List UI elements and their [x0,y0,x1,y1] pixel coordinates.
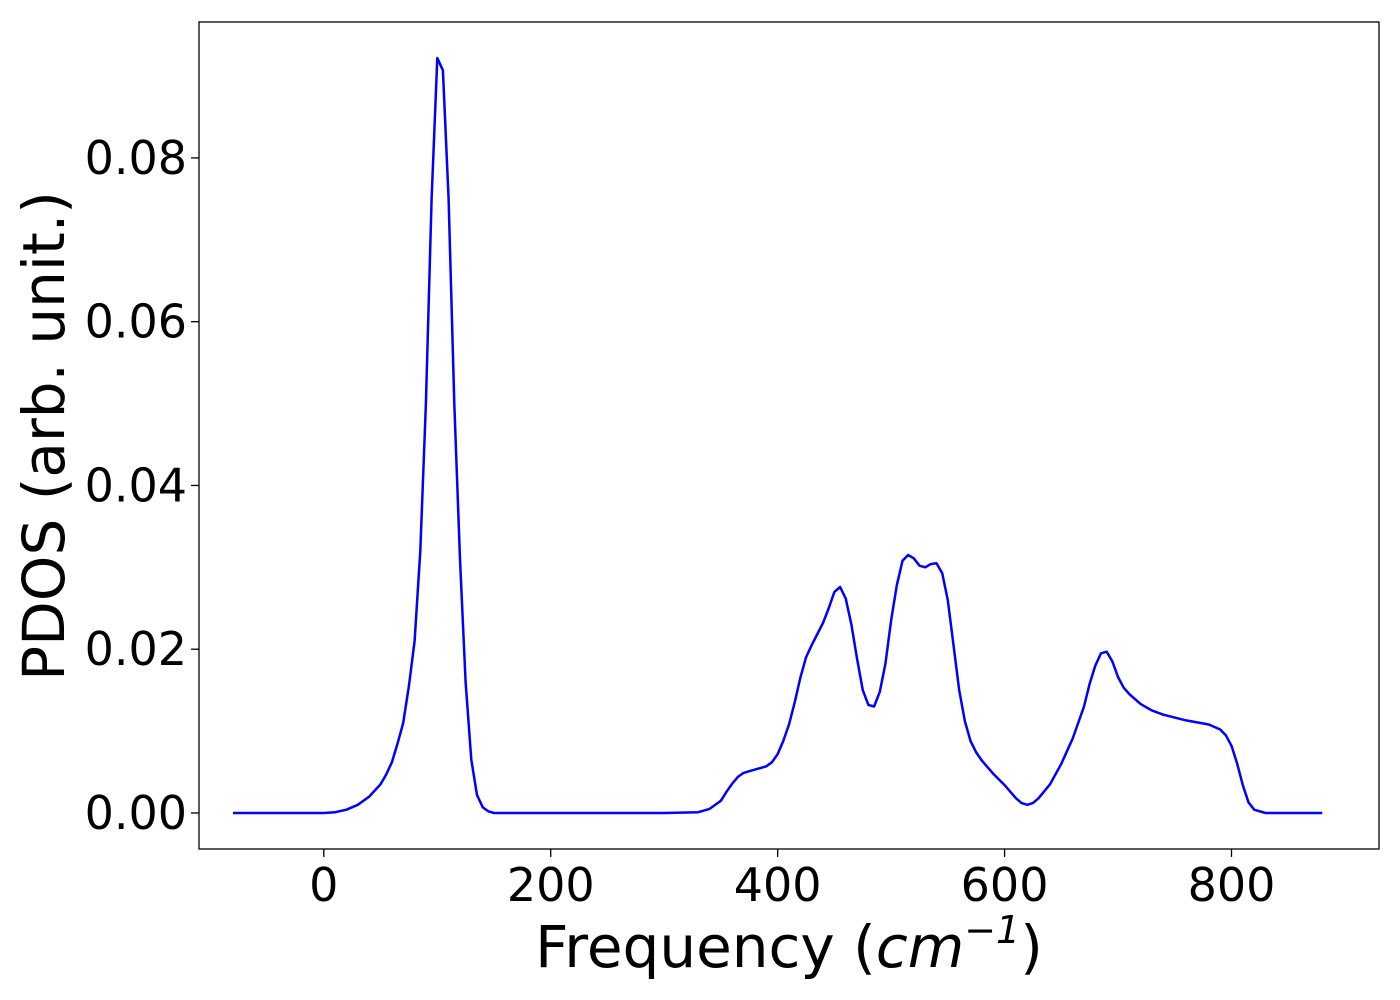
y-tick-label: 0.00 [85,786,187,840]
y-tick-label: 0.02 [85,622,187,676]
x-tick-label: 600 [961,858,1049,912]
plot-frame [198,21,1380,850]
y-tick-label: 0.08 [85,131,187,185]
y-axis-label: PDOS (arb. unit.) [10,191,78,681]
series-layer [233,56,1323,815]
x-tick-label: 800 [1188,858,1276,912]
plot-background [199,22,1379,849]
x-tick-label: 0 [309,858,338,912]
pdos-series-line [233,56,1323,815]
x-tick-label: 400 [734,858,822,912]
y-axis-ticks: 0.00 0.02 0.04 0.06 0.08 [85,131,199,840]
y-tick-label: 0.06 [85,295,187,349]
y-tick-label: 0.04 [85,458,187,512]
x-tick-label: 200 [507,858,595,912]
x-axis-label: Frequency (cm−1) [535,908,1043,981]
x-axis-ticks: 0 200 400 600 800 [309,849,1275,912]
